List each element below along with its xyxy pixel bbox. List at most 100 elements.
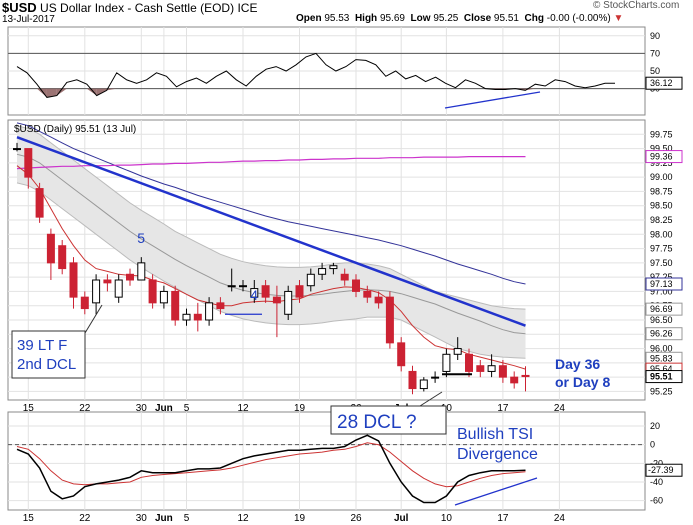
oscillator-line — [16, 52, 615, 98]
price-tick-label: 95.25 — [650, 386, 673, 396]
low-label: Low — [410, 13, 431, 24]
oversold-fill — [56, 88, 67, 96]
candle-body — [216, 302, 225, 310]
price-tag-label: 96.26 — [650, 329, 673, 339]
oversold-fill — [106, 88, 117, 91]
price-tag — [645, 327, 683, 341]
x-tick-label: 22 — [79, 403, 91, 414]
chg-value: -0.00 (-0.00%) — [546, 13, 611, 24]
band-lower-line — [16, 182, 526, 359]
oversold-fill — [86, 88, 97, 96]
tsi-divergence-line — [454, 477, 538, 506]
sma-slow-line — [16, 122, 526, 285]
price-tick-label: 99.50 — [650, 144, 673, 154]
tsi-tick-label: -60 — [650, 496, 663, 506]
high-label: High — [354, 13, 378, 24]
x-tick-label: 15 — [23, 513, 35, 524]
osc-value-tag — [645, 76, 683, 90]
price-tag-label: 99.36 — [650, 152, 673, 162]
candle-body — [250, 288, 259, 298]
price-tick-label: 98.50 — [650, 201, 673, 211]
candle-body — [521, 374, 530, 378]
chart-date: 13-Jul-2017 — [2, 14, 55, 25]
price-tag — [645, 302, 683, 316]
tsi-divergence-text: Divergence — [457, 446, 538, 463]
tsi-divergence-text: Bullish TSI — [457, 426, 533, 443]
watermark: © StockCharts.com — [593, 0, 680, 11]
candle-body — [385, 296, 394, 344]
candle-body — [126, 273, 134, 281]
sma-long-line — [16, 156, 526, 170]
exchange: ICE — [237, 1, 258, 15]
osc-tick-label: 50 — [650, 66, 660, 76]
x-tick-label: Jul — [394, 513, 409, 524]
x-tick-label: 12 — [237, 403, 249, 414]
price-tick-label: 99.75 — [650, 129, 673, 139]
sma-mid-line — [16, 153, 526, 335]
candle-body — [397, 342, 406, 367]
price-panel: 99.7599.5099.2599.0098.7598.5098.2598.00… — [7, 119, 683, 401]
x-tick-label: 10 — [441, 513, 453, 524]
candle-body — [92, 279, 101, 304]
x-tick-label: 24 — [554, 513, 566, 524]
osc-value-label: 36.12 — [650, 78, 673, 88]
price-tag — [645, 277, 683, 291]
ohlc-readout: Open 95.53 High 95.69 Low 95.25 Close 95… — [296, 13, 623, 24]
x-tick-label: 15 — [23, 403, 35, 414]
candle-body — [205, 302, 214, 321]
price-tick-label: 97.75 — [650, 244, 673, 254]
candle-body — [352, 279, 360, 292]
price-tick-label: 96.50 — [650, 315, 673, 325]
day-count-text: Day 36 — [555, 356, 600, 372]
x-tick-label: 30 — [136, 403, 148, 414]
tsi-signal-line — [16, 442, 526, 488]
candle-body — [295, 285, 304, 298]
oversold-fill — [46, 88, 57, 98]
price-tag-label: 96.69 — [650, 304, 673, 314]
price-tick-label: 98.00 — [650, 229, 673, 239]
tsi-tick-label: 20 — [650, 421, 660, 431]
x-tick-label: 5 — [184, 513, 190, 524]
x-tick-label: Jun — [155, 403, 173, 414]
high-value: 95.69 — [379, 13, 405, 24]
x-tick-label: 17 — [497, 403, 509, 414]
candle-body — [476, 365, 485, 372]
candle-body — [13, 148, 21, 151]
candle-body — [284, 290, 293, 315]
candle-body — [329, 265, 338, 270]
candle-body — [487, 365, 496, 372]
price-tick-label: 99.00 — [650, 172, 673, 182]
candle-body — [182, 313, 191, 321]
candle-body — [498, 365, 507, 378]
candle-body — [340, 273, 349, 281]
osc-tick-label: 70 — [650, 48, 660, 58]
osc-divergence-line — [444, 91, 541, 109]
wave-label: 4 — [250, 287, 258, 303]
annotation-leader — [419, 391, 443, 407]
candle-body — [442, 353, 451, 372]
candle-body — [510, 376, 519, 384]
candle-body — [239, 285, 247, 288]
oversold-fill — [36, 88, 47, 98]
price-tag-label: 97.13 — [650, 279, 673, 289]
candle-body — [431, 376, 440, 379]
candle-body — [193, 313, 202, 321]
candle-body — [363, 290, 372, 298]
symbol: $USD — [2, 0, 37, 15]
x-tick-label: 22 — [79, 513, 91, 524]
chg-label: Chg — [524, 13, 544, 24]
x-tick-label: 26 — [350, 513, 362, 524]
tsi-tick-label: 0 — [650, 440, 655, 450]
candle-body — [419, 379, 428, 390]
close-label: Close — [463, 13, 492, 24]
price-tick-label: 97.50 — [650, 258, 673, 268]
wave-label: 5 — [137, 230, 145, 246]
candle-body — [80, 296, 89, 310]
dcl-annotation-text: 39 LT F — [17, 337, 67, 354]
x-tick-label: 12 — [237, 513, 249, 524]
tsi-line — [16, 434, 526, 504]
x-tick-label: 24 — [554, 403, 566, 414]
dcl28-annotation-text: 28 DCL ? — [337, 412, 417, 433]
price-tick-label: 97.00 — [650, 286, 673, 296]
